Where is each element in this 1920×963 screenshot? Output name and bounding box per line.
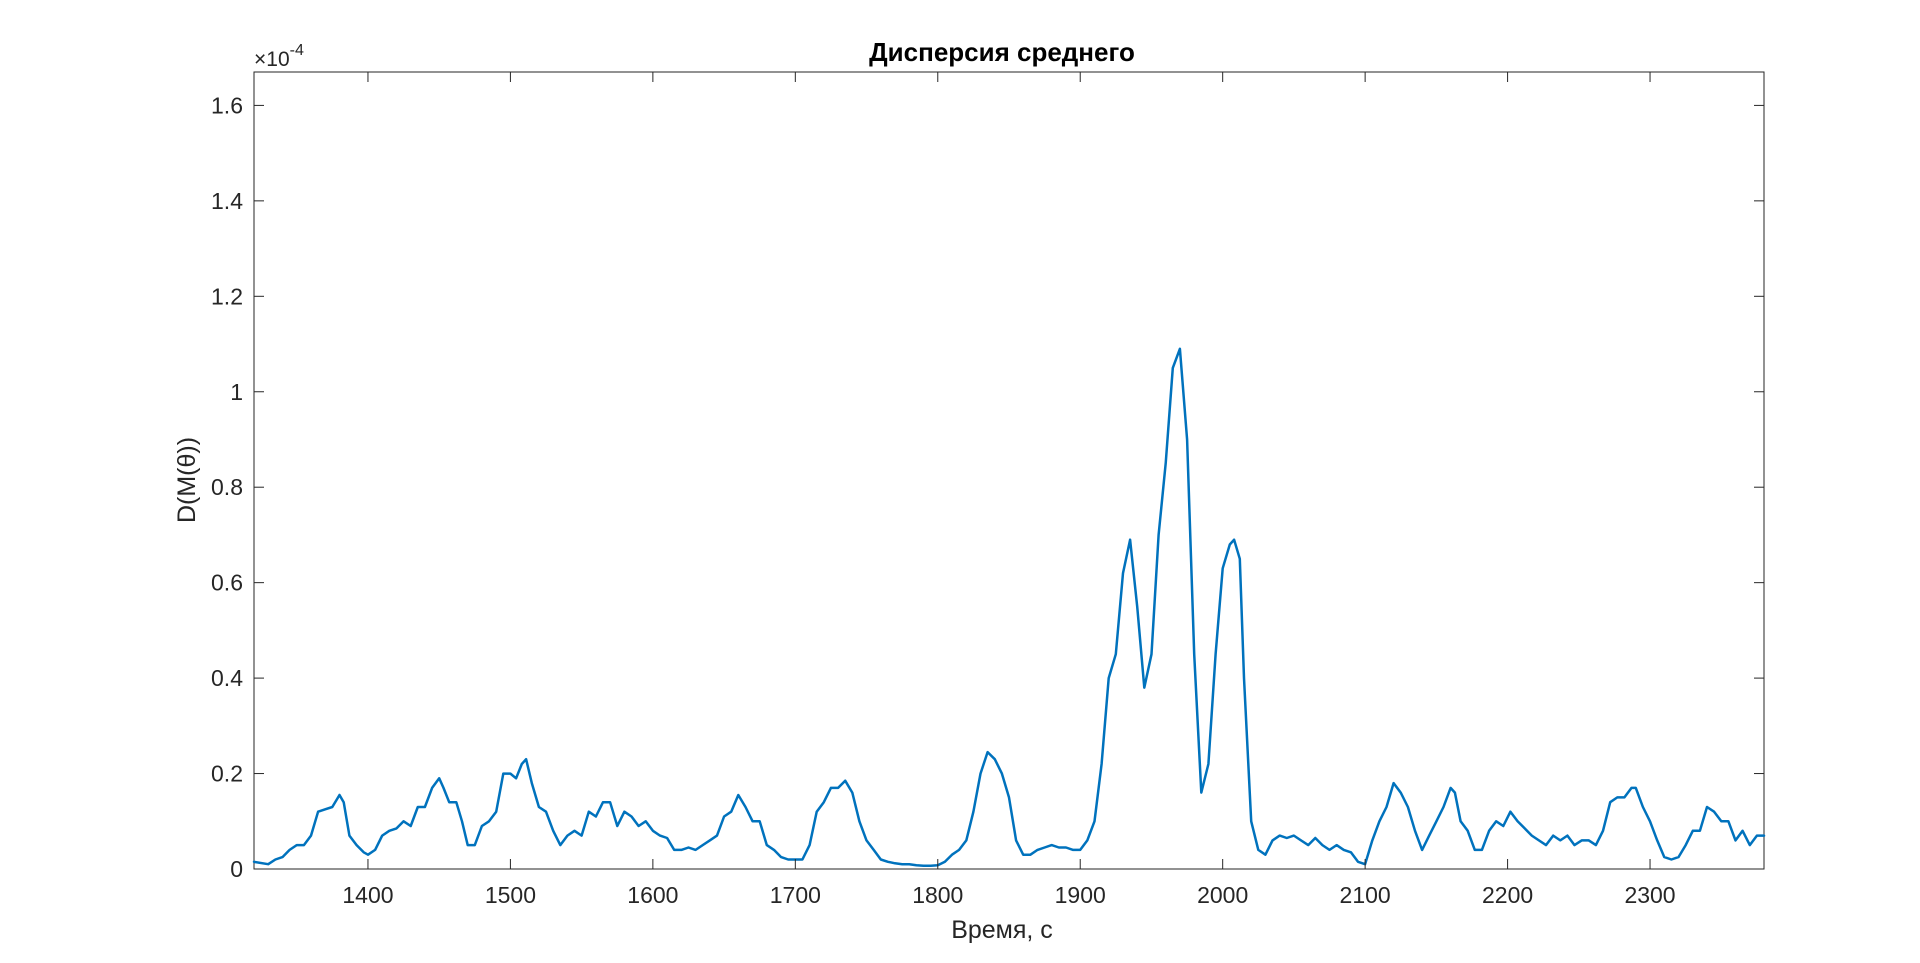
x-axis-label: Время, с bbox=[951, 916, 1053, 944]
x-tick-label: 2200 bbox=[1482, 882, 1533, 908]
x-tick-label: 2000 bbox=[1197, 882, 1248, 908]
y-axis-ticks: 0 0.2 0.4 0.6 0.8 1 1.2 1.4 1.6 bbox=[211, 92, 1764, 882]
axes-box bbox=[253, 71, 1765, 870]
y-tick-label: 0.6 bbox=[211, 570, 243, 596]
data-series-line bbox=[252, 347, 1766, 867]
x-tick-label: 2300 bbox=[1624, 882, 1675, 908]
y-axis-exponent-power: -4 bbox=[290, 42, 304, 59]
x-tick-label: 1400 bbox=[342, 882, 393, 908]
x-tick-label: 1900 bbox=[1055, 882, 1106, 908]
y-tick-label: 1.4 bbox=[211, 188, 243, 214]
y-tick-label: 1 bbox=[230, 379, 243, 405]
chart-title: Дисперсия среднего bbox=[869, 37, 1135, 67]
y-tick-label: 0.8 bbox=[211, 474, 243, 500]
y-tick-label: 0 bbox=[230, 856, 243, 882]
y-tick-label: 0.4 bbox=[211, 665, 243, 691]
y-axis-label: D(M(θ)) bbox=[173, 437, 201, 523]
y-tick-label: 0.2 bbox=[211, 761, 243, 787]
x-axis-ticks: 1400 1500 1600 1700 1800 1900 2000 2100 2200 2300 bbox=[342, 72, 1676, 908]
plot-area bbox=[252, 71, 1766, 870]
y-axis-exponent-base: ×10 bbox=[254, 48, 290, 71]
x-tick-label: 1600 bbox=[627, 882, 678, 908]
x-tick-label: 2100 bbox=[1340, 882, 1391, 908]
y-tick-label: 1.6 bbox=[211, 92, 243, 118]
x-tick-label: 1800 bbox=[912, 882, 963, 908]
y-axis-exponent: ×10-4 bbox=[254, 42, 304, 71]
x-tick-label: 1700 bbox=[770, 882, 821, 908]
x-tick-label: 1500 bbox=[485, 882, 536, 908]
y-tick-label: 1.2 bbox=[211, 283, 243, 309]
